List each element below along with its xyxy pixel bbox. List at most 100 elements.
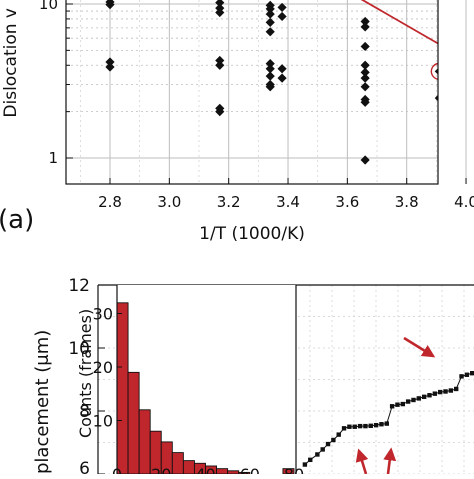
data-point [215, 55, 225, 66]
histogram-bar [216, 468, 229, 475]
inset-x-tick-label: 40 [195, 465, 215, 474]
data-point [464, 372, 470, 377]
data-point [265, 82, 275, 92]
data-point [432, 391, 438, 396]
histogram-bar [182, 460, 195, 475]
fit-line [360, 0, 438, 45]
histogram-bar [116, 302, 129, 475]
data-point [352, 424, 357, 429]
panel-a: 2.8 3.0 3.2 3.4 3.6 3.8 4.0 1 10 (a) 1/T (1000/K… [0, 0, 474, 244]
panel-b-y-axis-label: placement (μm) [32, 330, 53, 474]
inset-y-axis-label: Counts (frames) [76, 309, 95, 438]
data-point [320, 447, 325, 452]
y-tick-label: 12 [68, 276, 90, 296]
data-point [265, 9, 275, 19]
data-point [368, 423, 373, 429]
data-point [265, 4, 275, 14]
inset-x-tick-label: 20 [151, 465, 171, 474]
data-point [360, 60, 370, 70]
panel-a-grid [66, 0, 467, 184]
data-point [363, 423, 368, 429]
data-point [360, 73, 370, 83]
data-point [277, 73, 287, 83]
y-tick-label: 10 [68, 339, 90, 359]
data-point [441, 76, 450, 85]
data-point [411, 397, 416, 403]
data-point [360, 82, 370, 92]
data-point [215, 60, 225, 70]
data-point [459, 374, 464, 379]
data-point [379, 422, 384, 427]
panel-a-ticks: 2.8 3.0 3.2 3.4 3.6 3.8 4.0 1 10 [39, 0, 474, 211]
data-point [105, 62, 115, 72]
x-tick-label: 3.4 [276, 193, 300, 211]
data-point [470, 371, 474, 376]
data-point [400, 401, 405, 407]
data-point [360, 155, 370, 165]
y-tick-label: 6 [79, 459, 90, 474]
data-point [325, 441, 331, 447]
data-point [265, 64, 275, 74]
inset-x-tick-label: 60 [240, 465, 260, 474]
inset-bars [116, 302, 295, 475]
inset-x-tick-label: 0 [112, 465, 122, 474]
data-point [448, 388, 454, 393]
data-point [105, 0, 115, 10]
highlight-circle [430, 62, 438, 81]
data-point [302, 462, 308, 467]
panel-b-ticks: 6 8 10 12 [68, 276, 105, 479]
red-arrow-right [403, 336, 436, 358]
data-point [360, 41, 370, 52]
x-tick-label: 3.0 [157, 193, 181, 211]
data-point [308, 457, 313, 463]
data-point [443, 389, 448, 394]
data-point [277, 11, 287, 22]
y-tick-label: 1 [48, 149, 58, 167]
red-arrow-middle [383, 447, 397, 474]
data-point [265, 71, 275, 81]
data-point [454, 386, 459, 392]
data-point [395, 402, 400, 407]
data-point [277, 2, 287, 13]
red-arrow-left [355, 448, 369, 474]
data-point [384, 421, 389, 426]
data-point [347, 424, 352, 429]
data-point [357, 423, 363, 429]
inset-y-tick-label: 30 [93, 305, 113, 324]
displacement-line [304, 372, 473, 465]
x-tick-label: 3.6 [335, 193, 359, 211]
data-point [434, 94, 438, 102]
histogram-bar [127, 371, 140, 475]
data-point [360, 16, 370, 27]
data-point [265, 27, 275, 37]
x-tick-label: 2.8 [98, 193, 122, 211]
data-point [421, 394, 427, 400]
panel-a-y-axis-label: Dislocation v [1, 8, 21, 118]
data-point [416, 396, 422, 401]
data-point [405, 399, 411, 404]
panel-a-label: (a) [0, 205, 34, 235]
x-tick-label: 3.2 [217, 193, 241, 211]
data-point [360, 67, 370, 77]
y-tick-label: 10 [39, 0, 58, 13]
data-point [277, 64, 287, 74]
inset-y-tick-label: 10 [93, 412, 113, 431]
data-point [331, 437, 336, 443]
inset-histogram: 10 20 30 0 20 40 60 80 Counts (frames) [76, 285, 304, 479]
data-point [265, 59, 275, 69]
data-point [215, 107, 225, 117]
data-point [265, 17, 275, 27]
data-point [336, 432, 341, 437]
displacement-points [302, 371, 474, 467]
data-point [437, 389, 443, 395]
x-tick-label: 3.8 [395, 193, 419, 211]
data-point [360, 22, 370, 32]
panel-a-x-axis-label: 1/T (1000/K) [199, 224, 305, 244]
data-point [315, 452, 320, 457]
panel-a-frame [65, 0, 439, 185]
data-point [360, 97, 370, 107]
inset-y-tick-label: 20 [93, 358, 113, 377]
